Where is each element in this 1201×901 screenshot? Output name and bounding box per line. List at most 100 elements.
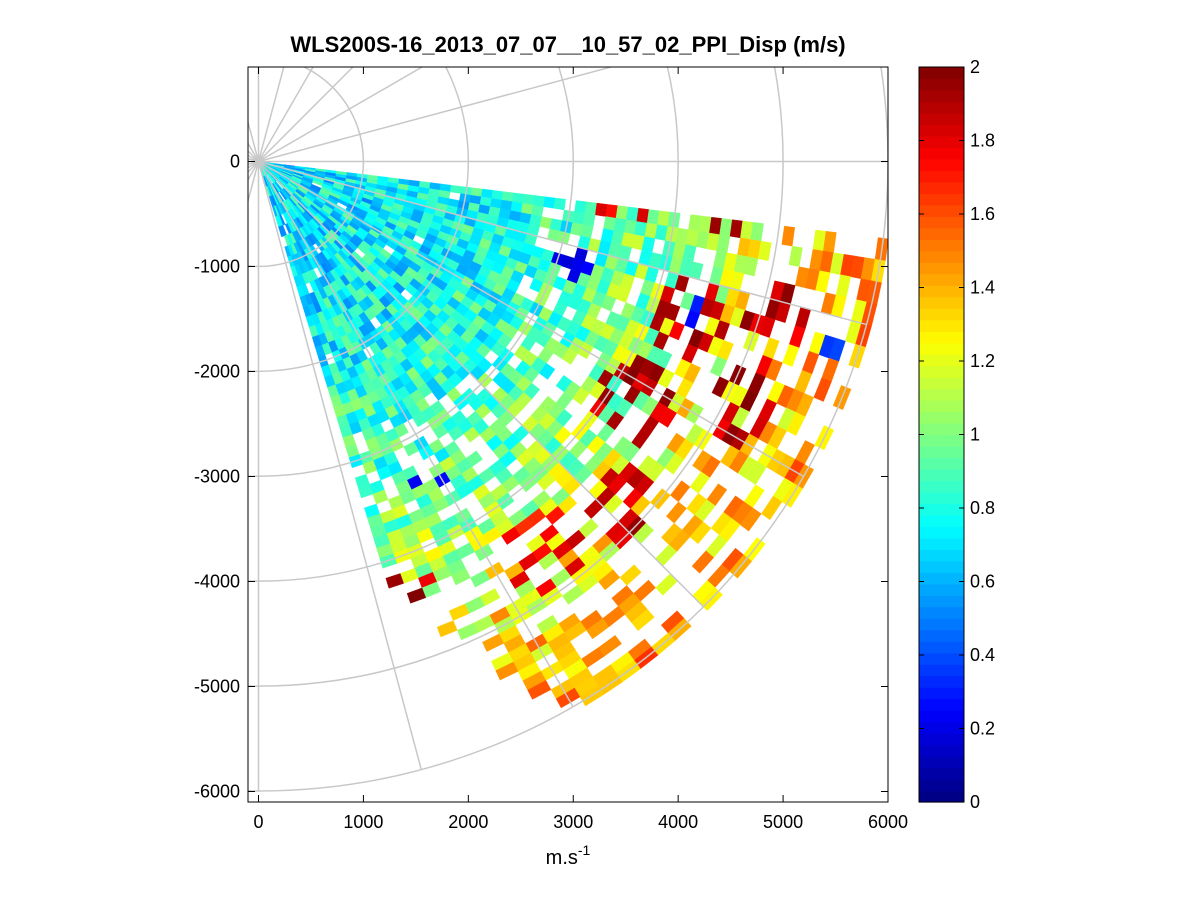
azimuth-line-225 bbox=[248, 160, 260, 174]
colorbar-swatch bbox=[919, 250, 964, 263]
y-tick-label: -6000 bbox=[194, 782, 240, 802]
data-cell-721 bbox=[538, 363, 556, 380]
colorbar-swatch bbox=[919, 308, 964, 321]
colorbar-swatch bbox=[919, 572, 964, 585]
colorbar-tick-label: 1.4 bbox=[970, 278, 995, 298]
x-tick-label: 3000 bbox=[553, 812, 593, 832]
colorbar-tick-label: 0.4 bbox=[970, 645, 995, 665]
data-cell-30 bbox=[584, 201, 598, 216]
colorbar-tick-label: 1 bbox=[970, 425, 980, 445]
colorbar-swatch bbox=[919, 365, 964, 378]
colorbar-swatch bbox=[919, 67, 964, 80]
data-cell-1067 bbox=[631, 608, 655, 631]
data-cell-877 bbox=[691, 550, 715, 574]
x-tick-label: 0 bbox=[253, 812, 263, 832]
data-cell-45 bbox=[750, 222, 764, 242]
azimuth-line-150 bbox=[257, 161, 574, 708]
data-cell-33 bbox=[615, 205, 629, 221]
azimuth-line-210 bbox=[248, 161, 260, 182]
colorbar-swatch bbox=[919, 514, 964, 527]
data-cell-1437 bbox=[457, 622, 479, 641]
data-cell-1395 bbox=[495, 661, 519, 681]
colorbar-swatch bbox=[919, 641, 964, 654]
data-cell-396 bbox=[813, 377, 832, 402]
data-cell-29 bbox=[574, 200, 587, 214]
azimuth-line-345 bbox=[248, 119, 260, 162]
x-tick-label: 5000 bbox=[763, 812, 803, 832]
data-cell-1332 bbox=[403, 441, 419, 457]
colorbar-tick-label: 1.2 bbox=[970, 351, 995, 371]
colorbar-swatch bbox=[919, 790, 964, 803]
data-cell-1349 bbox=[527, 680, 552, 700]
colorbar-swatch bbox=[919, 193, 964, 206]
colorbar-swatch bbox=[919, 721, 964, 734]
colorbar-swatch bbox=[919, 445, 964, 459]
y-tick-label: -2000 bbox=[194, 362, 240, 382]
colorbar-swatch bbox=[919, 354, 964, 367]
data-cell-1099 bbox=[463, 426, 480, 443]
colorbar-swatch bbox=[919, 112, 964, 126]
y-tick-label: 0 bbox=[230, 152, 240, 172]
colorbar-swatch bbox=[919, 629, 964, 642]
data-cell-1153 bbox=[538, 551, 559, 571]
colorbar-swatch bbox=[919, 89, 964, 103]
x-axis-label-main: m.s bbox=[546, 847, 578, 869]
azimuth-line-165 bbox=[257, 161, 423, 771]
azimuth-line-285 bbox=[248, 157, 259, 163]
colorbar-swatch bbox=[919, 687, 964, 700]
colorbar-swatch bbox=[919, 101, 964, 114]
data-cell-1393 bbox=[482, 633, 505, 652]
colorbar-swatch bbox=[919, 468, 964, 482]
colorbar-tick-label: 2 bbox=[970, 57, 980, 77]
colorbar-swatch bbox=[919, 457, 964, 470]
colorbar-swatch bbox=[919, 491, 964, 504]
colorbar-swatch bbox=[919, 733, 964, 746]
colorbar-tick-label: 0.2 bbox=[970, 719, 995, 739]
colorbar-swatch bbox=[919, 675, 964, 688]
x-tick-label: 1000 bbox=[343, 812, 383, 832]
data-cell-36 bbox=[646, 209, 660, 225]
data-cell-145 bbox=[743, 256, 759, 277]
colorbar-swatch bbox=[919, 285, 964, 298]
colorbar-swatch bbox=[919, 181, 964, 194]
axes-frame bbox=[247, 66, 889, 803]
colorbar-swatch bbox=[919, 158, 964, 171]
colorbar-swatch bbox=[919, 560, 964, 573]
data-cell-32 bbox=[605, 204, 619, 219]
data-cell-638 bbox=[658, 407, 677, 428]
colorbar-swatch bbox=[919, 239, 964, 252]
colorbar-swatch bbox=[919, 400, 964, 413]
y-tick-label: -3000 bbox=[194, 467, 240, 487]
colorbar-tick-label: 1.6 bbox=[970, 204, 995, 224]
colorbar-swatch bbox=[919, 537, 964, 550]
data-cell-27 bbox=[543, 196, 556, 209]
x-axis-label: m.s-1 bbox=[546, 842, 591, 869]
azimuth-line-60 bbox=[258, 67, 424, 163]
colorbar-swatch bbox=[919, 779, 964, 792]
data-cell-1236 bbox=[412, 412, 428, 428]
data-cell-1157 bbox=[586, 618, 610, 640]
data-cell-93 bbox=[757, 240, 772, 261]
colorbar-swatch bbox=[919, 595, 964, 608]
colorbar-swatch bbox=[919, 411, 964, 424]
colorbar-swatch bbox=[919, 756, 964, 769]
y-tick-label: -1000 bbox=[194, 257, 240, 277]
colorbar-swatch bbox=[919, 767, 964, 780]
azimuth-line-135 bbox=[257, 160, 705, 608]
colorbar-swatch bbox=[919, 296, 964, 309]
data-cell-1339 bbox=[470, 569, 491, 588]
colorbar-swatch bbox=[919, 744, 964, 757]
colorbar-swatch bbox=[919, 273, 964, 286]
x-axis: 0 1000 2000 3000 4000 5000 6000 bbox=[253, 67, 908, 832]
data-cell-78 bbox=[582, 212, 596, 227]
azimuth-line-30 bbox=[257, 67, 314, 162]
colorbar-swatch bbox=[919, 170, 964, 183]
data-cell-1155 bbox=[562, 584, 584, 605]
azimuth-line-315 bbox=[248, 149, 260, 163]
colorbar-tick-label: 0.6 bbox=[970, 572, 995, 592]
polar-grid bbox=[248, 67, 888, 792]
azimuth-line-105 bbox=[258, 160, 867, 326]
data-cell-345 bbox=[782, 344, 800, 367]
x-tick-label: 6000 bbox=[868, 812, 908, 832]
